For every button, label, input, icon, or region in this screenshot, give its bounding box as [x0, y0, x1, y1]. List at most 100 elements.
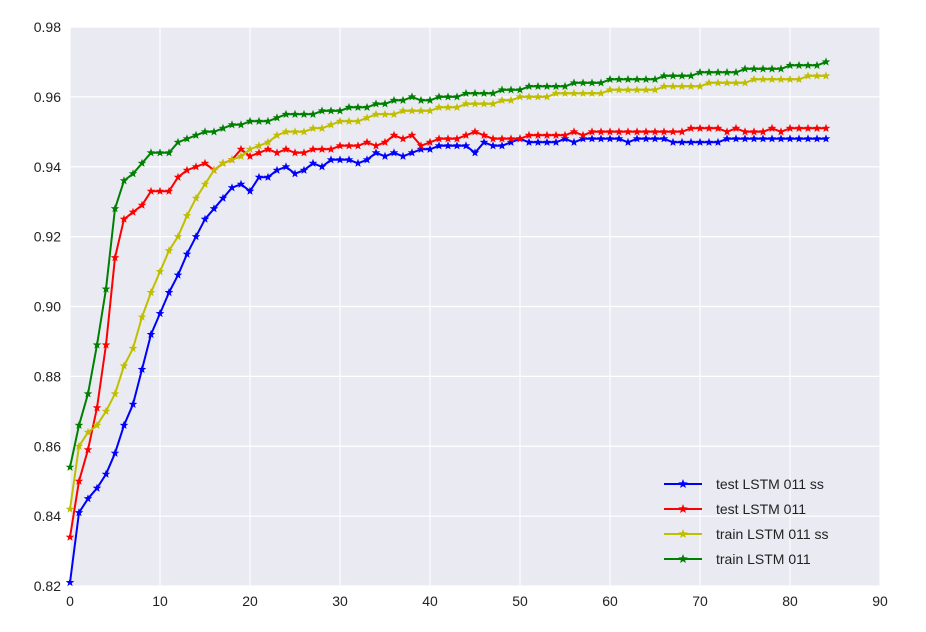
data-point [596, 127, 606, 136]
data-point [398, 151, 408, 160]
data-point [524, 137, 534, 146]
data-point [434, 102, 444, 111]
data-point [569, 127, 579, 136]
grid-lines [69, 26, 881, 587]
data-point [407, 130, 417, 139]
data-point [722, 134, 732, 143]
data-point [362, 102, 372, 111]
data-point [425, 144, 435, 153]
data-point [533, 92, 543, 101]
data-point [713, 123, 723, 132]
data-point [191, 232, 201, 241]
data-point [641, 134, 651, 143]
data-point [245, 186, 255, 195]
data-point [299, 109, 309, 118]
legend-label: test LSTM 011 ss [716, 476, 824, 492]
x-tick-label: 30 [332, 593, 348, 609]
data-point [461, 141, 471, 150]
data-point [776, 134, 786, 143]
data-point [236, 120, 246, 129]
y-tick-label: 0.96 [34, 89, 61, 105]
data-point [740, 64, 750, 73]
data-point [416, 106, 426, 115]
data-point [758, 64, 768, 73]
data-point [461, 99, 471, 108]
data-point [119, 361, 129, 370]
data-point [83, 445, 93, 454]
data-point [209, 204, 219, 213]
data-point [605, 85, 615, 94]
y-tick-label: 0.84 [34, 508, 61, 524]
data-point [425, 95, 435, 104]
data-point [488, 134, 498, 143]
data-point [299, 148, 309, 157]
data-point [713, 67, 723, 77]
data-point [695, 137, 705, 146]
data-point [551, 130, 561, 139]
series-2 [65, 123, 831, 541]
y-tick-label: 0.94 [34, 159, 61, 175]
y-axis-ticks: 0.82 0.84 0.86 0.88 0.90 0.92 0.94 0.96 0.98 [34, 19, 61, 594]
series-1 [65, 134, 831, 587]
data-point [272, 165, 282, 174]
data-point [470, 88, 480, 97]
data-point [155, 267, 165, 276]
data-point [506, 137, 516, 146]
data-point [668, 71, 678, 80]
data-point [272, 113, 282, 122]
y-tick-label: 0.92 [34, 229, 61, 245]
data-point [164, 288, 174, 297]
data-point [344, 141, 354, 150]
data-point [137, 364, 147, 373]
data-point [218, 158, 228, 167]
data-point [407, 148, 417, 157]
data-point [569, 137, 579, 146]
data-point [101, 284, 111, 293]
data-point [731, 78, 741, 87]
data-point [551, 88, 561, 97]
data-point [353, 116, 363, 125]
data-point [551, 137, 561, 146]
data-point [308, 144, 318, 153]
data-point [92, 403, 102, 412]
data-point [524, 81, 534, 90]
data-point [371, 99, 381, 108]
data-point [335, 141, 345, 150]
data-point [533, 130, 543, 139]
data-point [452, 134, 462, 143]
legend-marker [678, 529, 688, 538]
data-point [407, 106, 417, 115]
legend-label: test LSTM 011 [716, 501, 806, 517]
data-point [677, 71, 687, 80]
data-point [110, 204, 120, 213]
series-4 [65, 57, 831, 471]
data-point [362, 113, 372, 122]
data-point [434, 141, 444, 150]
data-point [479, 130, 489, 139]
data-point [398, 95, 408, 104]
data-point [380, 109, 390, 118]
data-point [389, 95, 399, 104]
data-point [605, 127, 615, 136]
data-point [281, 162, 291, 171]
data-point [776, 64, 786, 73]
data-point [632, 74, 642, 83]
data-point [209, 127, 219, 136]
data-point [533, 137, 543, 146]
data-point [722, 78, 732, 87]
data-point [128, 343, 138, 353]
data-point [191, 130, 201, 139]
data-point [92, 340, 102, 349]
data-point [812, 123, 822, 132]
data-point [479, 99, 489, 108]
data-point [659, 71, 669, 80]
data-point [443, 141, 453, 150]
data-point [470, 127, 480, 136]
data-point [785, 74, 795, 83]
data-point [443, 102, 453, 111]
data-point [686, 81, 696, 90]
data-point [560, 88, 570, 97]
data-point [767, 64, 777, 73]
data-point [326, 155, 336, 164]
data-point [209, 165, 219, 174]
